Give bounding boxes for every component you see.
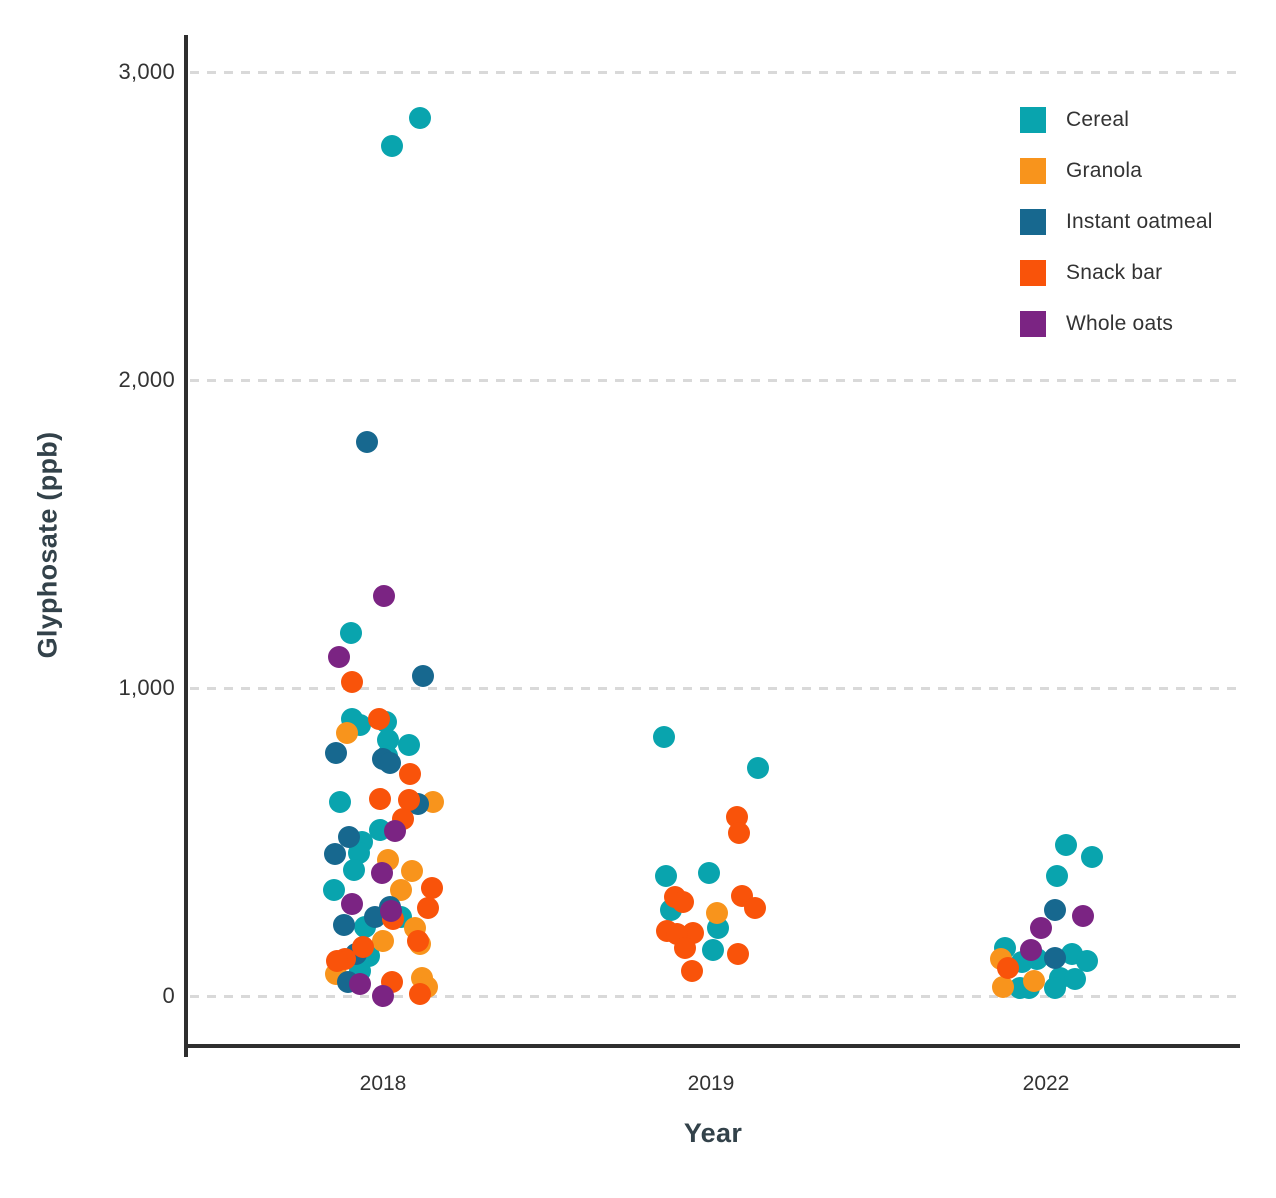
- data-point-granola: [390, 878, 412, 901]
- data-point-snack-bar: [368, 707, 390, 730]
- data-point-cereal: [409, 107, 431, 130]
- legend-label-snack-bar: Snack bar: [1066, 261, 1163, 284]
- data-point-whole-oats: [328, 646, 350, 669]
- data-point-whole-oats: [1030, 917, 1052, 940]
- y-axis-title: Glyphosate (ppb): [32, 431, 63, 659]
- data-point-whole-oats: [384, 820, 406, 843]
- data-point-whole-oats: [1072, 904, 1094, 927]
- legend-item-cereal: Cereal: [1020, 107, 1213, 133]
- data-point-cereal: [1055, 834, 1077, 857]
- data-point-granola: [372, 929, 394, 952]
- legend-swatch-granola-icon: [1020, 158, 1046, 184]
- legend-item-snack-bar: Snack bar: [1020, 260, 1213, 286]
- data-point-whole-oats: [372, 985, 394, 1007]
- y-tick-label-2000: 2,000: [118, 367, 175, 392]
- data-point-whole-oats: [371, 861, 393, 884]
- data-point-instant-oatmeal: [324, 843, 346, 866]
- data-point-snack-bar: [997, 957, 1019, 980]
- data-point-snack-bar: [744, 897, 766, 920]
- data-point-instant-oatmeal: [412, 664, 434, 687]
- data-point-cereal: [348, 841, 370, 864]
- data-point-granola: [1023, 969, 1045, 992]
- legend-item-granola: Granola: [1020, 158, 1213, 184]
- y-tick-label-1000: 1,000: [118, 675, 175, 700]
- data-point-cereal: [655, 864, 677, 887]
- data-point-snack-bar: [399, 763, 421, 786]
- data-point-instant-oatmeal: [356, 430, 378, 453]
- legend-label-whole-oats: Whole oats: [1066, 312, 1174, 335]
- y-tick-label-0: 0: [162, 983, 175, 1008]
- data-point-cereal: [1064, 968, 1086, 991]
- legend-label-instant-oatmeal: Instant oatmeal: [1066, 210, 1213, 233]
- data-point-granola: [992, 975, 1014, 998]
- data-point-cereal: [323, 878, 345, 901]
- data-point-instant-oatmeal: [379, 752, 401, 775]
- data-point-snack-bar: [409, 983, 431, 1006]
- data-point-snack-bar: [727, 943, 749, 966]
- data-point-snack-bar: [398, 789, 420, 812]
- data-point-whole-oats: [341, 892, 363, 915]
- data-point-whole-oats: [380, 900, 402, 923]
- data-point-snack-bar: [407, 929, 429, 952]
- legend-label-cereal: Cereal: [1066, 108, 1130, 131]
- data-point-cereal: [698, 861, 720, 884]
- data-point-snack-bar: [341, 670, 363, 693]
- data-point-cereal: [1076, 949, 1098, 972]
- data-point-granola: [706, 901, 728, 924]
- x-axis-line: [184, 1044, 1240, 1048]
- data-point-instant-oatmeal: [325, 741, 347, 764]
- data-point-cereal: [343, 858, 365, 881]
- x-axis-title: Year: [683, 1118, 743, 1148]
- legend-item-instant-oatmeal: Instant oatmeal: [1020, 209, 1213, 235]
- data-point-whole-oats: [349, 972, 371, 995]
- legend-label-granola: Granola: [1066, 159, 1143, 182]
- gridline-3000: [190, 71, 1238, 74]
- data-point-cereal: [1046, 864, 1068, 887]
- legend-swatch-cereal-icon: [1020, 107, 1046, 133]
- legend: Cereal Granola Instant oatmeal Snack bar Who…: [1020, 107, 1213, 362]
- gridline-1000: [190, 687, 1238, 690]
- data-point-cereal: [653, 726, 675, 749]
- data-point-instant-oatmeal: [1044, 946, 1066, 969]
- data-point-cereal: [398, 733, 420, 756]
- data-point-snack-bar: [728, 821, 750, 844]
- data-point-snack-bar: [674, 937, 696, 960]
- data-point-snack-bar: [421, 877, 443, 900]
- data-point-snack-bar: [326, 949, 348, 972]
- data-point-instant-oatmeal: [338, 826, 360, 849]
- y-axis-line: [184, 35, 188, 1057]
- x-tick-label-2018: 2018: [359, 1072, 407, 1095]
- data-point-granola: [336, 721, 358, 744]
- data-point-snack-bar: [681, 960, 703, 983]
- data-point-cereal: [1044, 977, 1066, 1000]
- data-point-instant-oatmeal: [1044, 898, 1066, 921]
- y-tick-label-3000: 3,000: [118, 59, 175, 84]
- data-point-snack-bar: [352, 935, 374, 958]
- legend-swatch-instant-oatmeal-icon: [1020, 209, 1046, 235]
- data-point-cereal: [329, 790, 351, 813]
- x-tick-label-2019: 2019: [687, 1072, 735, 1095]
- data-point-snack-bar: [369, 787, 391, 810]
- legend-swatch-snack-bar-icon: [1020, 260, 1046, 286]
- data-point-cereal: [1081, 846, 1103, 869]
- data-point-whole-oats: [373, 584, 395, 607]
- legend-swatch-whole-oats-icon: [1020, 311, 1046, 337]
- data-point-snack-bar: [417, 897, 439, 920]
- data-point-cereal: [340, 621, 362, 644]
- gridline-0: [190, 995, 1238, 998]
- data-point-instant-oatmeal: [333, 914, 355, 937]
- gridline-2000: [190, 379, 1238, 382]
- data-point-cereal: [702, 938, 724, 961]
- x-tick-label-2022: 2022: [1022, 1072, 1070, 1095]
- data-point-cereal: [381, 134, 403, 157]
- data-point-whole-oats: [1020, 938, 1042, 961]
- data-point-granola: [401, 860, 423, 883]
- legend-item-whole-oats: Whole oats: [1020, 311, 1213, 337]
- data-point-cereal: [747, 757, 769, 780]
- data-point-snack-bar: [672, 891, 694, 914]
